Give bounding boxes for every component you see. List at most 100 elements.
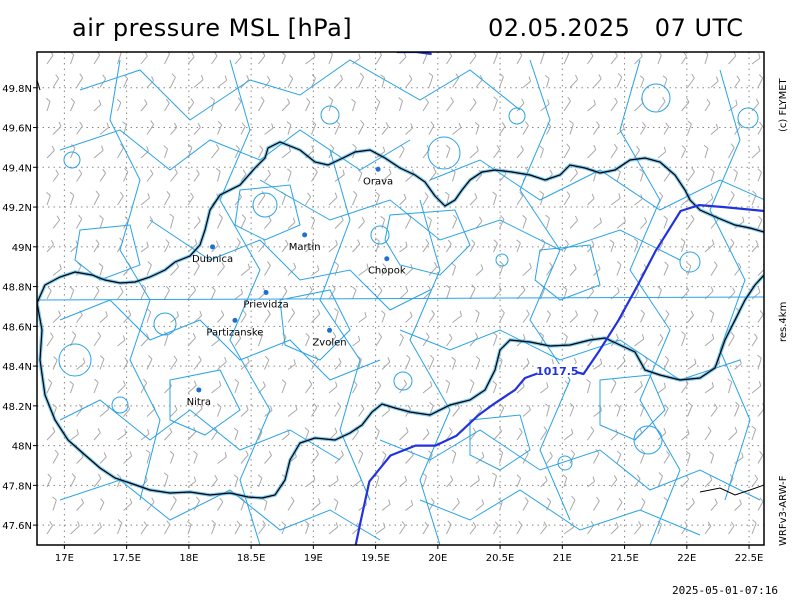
wind-barb (52, 74, 60, 88)
wind-barb (45, 97, 51, 112)
wind-barb (93, 378, 99, 394)
wind-barb (76, 310, 83, 323)
wind-barb (93, 473, 102, 488)
y-tick-label: 49.8N (2, 84, 32, 95)
wind-barb (569, 495, 576, 511)
contour-line (427, 136, 461, 170)
wind-barb (117, 335, 126, 347)
isobar-label-bg (537, 364, 578, 378)
wind-barb (610, 378, 617, 394)
contour-line (59, 299, 381, 381)
wind-barb (516, 239, 521, 253)
wind-barb (522, 358, 530, 370)
wind-barb (639, 403, 645, 417)
wind-barb (217, 120, 223, 135)
wind-barb (451, 356, 456, 370)
x-tick-label: 19E (304, 553, 323, 564)
y-tick-label: 48.6N (2, 322, 32, 333)
wind-barb (757, 168, 763, 182)
wind-barb (616, 497, 623, 511)
wind-barb (469, 98, 477, 112)
wind-barb (728, 143, 735, 159)
wind-barb (305, 474, 316, 488)
wind-barb (499, 403, 505, 417)
wind-barb (305, 239, 315, 253)
wind-barb (76, 498, 85, 511)
wind-barb (446, 475, 454, 488)
wind-barb (311, 403, 318, 417)
wind-barb (593, 358, 603, 370)
wind-barb (46, 239, 55, 253)
wind-barb (446, 333, 453, 347)
x-tick-label: 18E (179, 553, 198, 564)
wind-barb (587, 520, 595, 535)
x-tick-label: 21.5E (610, 553, 639, 564)
x-tick-label: 17E (55, 553, 74, 564)
wind-barb (751, 287, 761, 300)
wind-barb (710, 498, 718, 511)
contour-line (495, 253, 509, 267)
wind-barb (123, 216, 129, 229)
contour-line (619, 59, 681, 545)
contour-line (219, 59, 271, 545)
wind-barb (499, 308, 505, 323)
isobar-labels: 1017.5 (536, 364, 579, 378)
wind-barb (616, 450, 622, 464)
wind-barb (187, 98, 195, 112)
city-marker (375, 166, 381, 172)
wind-barb (757, 215, 763, 229)
wind-barb (76, 357, 86, 370)
wind-barb (428, 354, 435, 370)
wind-barb (99, 122, 110, 135)
wind-barb (516, 381, 525, 394)
wind-barb (281, 98, 290, 112)
axis-labels: 17E 17.5E 18E 18.5E 19E 19.5E 20E 20.5E 21E 21.5E… (2, 84, 763, 564)
wind-barb (123, 451, 133, 464)
contour-line (519, 59, 571, 521)
wind-barb (681, 52, 687, 65)
wind-barb (657, 333, 664, 347)
wind-barb (46, 191, 51, 206)
wind-barb (399, 241, 408, 253)
wind-barb (499, 122, 506, 135)
wind-barb (375, 381, 382, 394)
wind-barb (328, 192, 338, 206)
wind-barb (522, 262, 532, 276)
wind-barb (240, 310, 247, 323)
wind-barb (281, 239, 289, 253)
wind-barb (217, 213, 223, 229)
wind-barb (233, 474, 239, 488)
city-marker (263, 290, 269, 296)
wind-barb (240, 450, 249, 464)
wind-barb (569, 263, 577, 276)
wind-barb (286, 168, 292, 182)
wind-barb (358, 263, 369, 276)
wind-barb (258, 520, 266, 535)
y-tick-label: 47.6N (2, 521, 32, 532)
wind-barb (352, 190, 358, 206)
wind-barb (446, 427, 453, 441)
wind-barb (399, 193, 407, 206)
contour-line (58, 343, 92, 377)
wind-barb (140, 429, 150, 441)
wind-barb (474, 121, 480, 135)
wind-barb (428, 309, 435, 323)
wind-barb (728, 190, 735, 206)
wind-barb (328, 522, 339, 535)
wind-barb (516, 427, 523, 441)
wind-barb (704, 193, 714, 206)
wind-barb (469, 193, 478, 206)
contour-line (234, 184, 301, 241)
wind-barb (146, 169, 154, 182)
wind-barb (123, 74, 129, 88)
wind-barb (399, 145, 405, 159)
wind-barb (452, 497, 460, 511)
wind-barb (728, 521, 735, 535)
wind-barb (305, 379, 313, 394)
wind-barb (516, 145, 524, 159)
wind-barb (146, 120, 155, 135)
wind-barb (469, 332, 479, 347)
wind-barb (217, 310, 225, 323)
wind-barb (727, 378, 733, 394)
wind-barb (616, 216, 626, 229)
